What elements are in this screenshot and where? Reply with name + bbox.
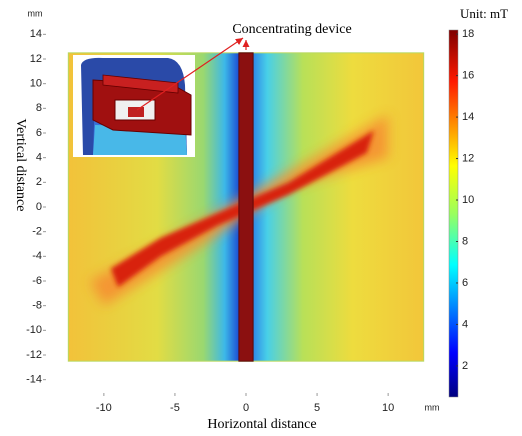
y-tick-label: -12	[26, 349, 42, 361]
y-unit: mm	[28, 8, 43, 18]
colorbar-label: Unit: mT	[460, 6, 508, 21]
x-tick-label: 5	[314, 402, 320, 414]
y-tick-label: -8	[32, 300, 42, 312]
colorbar	[448, 29, 459, 398]
y-axis-label: Vertical distance	[13, 119, 28, 212]
y-tick-label: 0	[36, 201, 42, 213]
x-unit: mm	[425, 402, 440, 412]
colorbar-tick-label: 8	[462, 235, 468, 247]
inset-image	[73, 55, 195, 157]
x-axis-label: Horizontal distance	[207, 417, 316, 432]
y-tick-label: 6	[36, 127, 42, 139]
y-tick-label: 10	[30, 78, 42, 90]
device	[238, 52, 254, 362]
y-tick-label: -4	[32, 250, 42, 262]
colorbar-tick-label: 10	[462, 194, 474, 206]
y-tick-label: 12	[30, 53, 42, 65]
colorbar-tick-label: 12	[462, 152, 474, 164]
colorbar-tick-label: 16	[462, 70, 474, 82]
annotation-arrow	[136, 37, 244, 111]
y-tick-label: 4	[36, 152, 42, 164]
field-layer	[67, 52, 425, 362]
colorbar-tick-label: 2	[462, 360, 468, 372]
colorbar-tick-label: 6	[462, 277, 468, 289]
y-tick-label: 2	[36, 176, 42, 188]
y-tick-label: -6	[32, 275, 42, 287]
colorbar-tick-label: 18	[462, 28, 474, 40]
y-tick-label: -10	[26, 324, 42, 336]
y-tick-label: -2	[32, 226, 42, 238]
y-tick-label: 8	[36, 102, 42, 114]
colorbar-tick-label: 14	[462, 111, 474, 123]
y-tick-label: 14	[30, 28, 42, 40]
x-tick-label: 0	[243, 402, 249, 414]
x-tick-label: 10	[382, 402, 394, 414]
colorbar-tick-label: 4	[462, 318, 468, 330]
y-tick-label: -14	[26, 374, 42, 386]
x-tick-label: -5	[170, 402, 180, 414]
annotation: Concentrating device	[232, 22, 351, 37]
x-tick-label: -10	[96, 402, 112, 414]
